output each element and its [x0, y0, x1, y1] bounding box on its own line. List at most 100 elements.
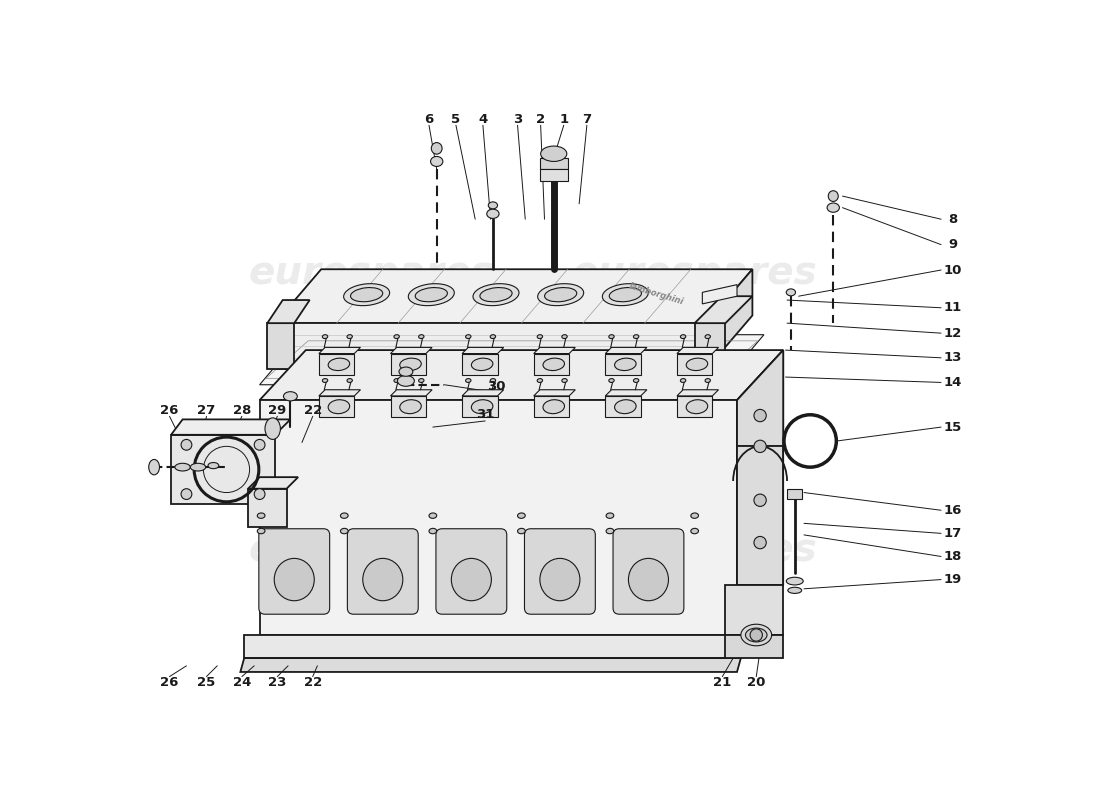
Polygon shape: [319, 396, 354, 418]
Text: eurospares: eurospares: [249, 531, 494, 570]
Text: 16: 16: [944, 504, 961, 517]
Polygon shape: [275, 270, 752, 323]
Ellipse shape: [432, 352, 462, 367]
Ellipse shape: [430, 157, 443, 166]
Polygon shape: [605, 354, 640, 375]
Text: 24: 24: [233, 676, 251, 690]
Text: eurospares: eurospares: [572, 531, 817, 570]
Ellipse shape: [540, 558, 580, 601]
Ellipse shape: [488, 202, 497, 209]
Ellipse shape: [691, 528, 698, 534]
Ellipse shape: [363, 558, 403, 601]
Text: 20: 20: [747, 676, 766, 690]
Ellipse shape: [328, 358, 350, 370]
Ellipse shape: [562, 378, 568, 382]
Polygon shape: [737, 350, 783, 446]
Ellipse shape: [399, 358, 421, 370]
Ellipse shape: [429, 513, 437, 518]
Polygon shape: [390, 396, 426, 418]
Text: 13: 13: [944, 351, 961, 364]
Text: 18: 18: [944, 550, 961, 563]
Ellipse shape: [686, 358, 707, 370]
Ellipse shape: [322, 334, 328, 338]
Ellipse shape: [465, 334, 471, 338]
Circle shape: [750, 629, 762, 641]
Ellipse shape: [265, 418, 280, 439]
Polygon shape: [462, 396, 497, 418]
Ellipse shape: [346, 334, 352, 338]
FancyBboxPatch shape: [258, 529, 330, 614]
Ellipse shape: [257, 513, 265, 518]
Ellipse shape: [634, 334, 639, 338]
Circle shape: [182, 439, 191, 450]
Polygon shape: [695, 296, 752, 323]
Circle shape: [754, 440, 767, 453]
Text: 12: 12: [944, 326, 961, 340]
Ellipse shape: [628, 558, 669, 601]
Ellipse shape: [284, 392, 297, 401]
Ellipse shape: [419, 334, 424, 338]
Polygon shape: [726, 585, 783, 635]
Polygon shape: [676, 354, 713, 375]
Ellipse shape: [394, 334, 399, 338]
Polygon shape: [534, 390, 575, 396]
Polygon shape: [703, 285, 737, 304]
Text: 28: 28: [233, 404, 251, 417]
Polygon shape: [172, 419, 290, 435]
Ellipse shape: [304, 352, 332, 367]
Text: 23: 23: [268, 676, 286, 690]
Polygon shape: [260, 334, 763, 385]
Ellipse shape: [609, 287, 641, 302]
Ellipse shape: [341, 528, 348, 534]
Ellipse shape: [615, 400, 636, 414]
Ellipse shape: [544, 287, 576, 302]
Ellipse shape: [472, 400, 493, 414]
Ellipse shape: [491, 378, 496, 382]
Ellipse shape: [518, 513, 525, 518]
Circle shape: [182, 489, 191, 499]
Polygon shape: [706, 270, 752, 370]
Polygon shape: [244, 635, 741, 658]
Polygon shape: [605, 390, 647, 396]
Polygon shape: [390, 390, 432, 396]
Text: 9: 9: [948, 238, 957, 251]
Ellipse shape: [691, 352, 720, 367]
Ellipse shape: [686, 400, 707, 414]
Polygon shape: [534, 396, 569, 418]
Ellipse shape: [341, 513, 348, 518]
Circle shape: [754, 537, 767, 549]
Polygon shape: [249, 489, 286, 527]
Polygon shape: [737, 446, 783, 585]
Ellipse shape: [741, 624, 772, 646]
Text: 17: 17: [944, 527, 961, 540]
Polygon shape: [676, 390, 718, 396]
Ellipse shape: [419, 378, 424, 382]
Ellipse shape: [399, 400, 421, 414]
Polygon shape: [390, 347, 432, 354]
FancyBboxPatch shape: [613, 529, 684, 614]
Polygon shape: [267, 300, 310, 323]
Ellipse shape: [788, 587, 802, 594]
Polygon shape: [540, 169, 568, 181]
Ellipse shape: [518, 528, 525, 534]
Ellipse shape: [148, 459, 159, 475]
Ellipse shape: [343, 284, 389, 306]
Polygon shape: [676, 396, 713, 418]
Text: 1: 1: [559, 113, 569, 126]
Ellipse shape: [786, 289, 795, 296]
Ellipse shape: [606, 513, 614, 518]
Ellipse shape: [705, 378, 711, 382]
Ellipse shape: [208, 462, 219, 469]
Text: 31: 31: [476, 408, 494, 422]
Ellipse shape: [537, 334, 542, 338]
Ellipse shape: [827, 203, 839, 212]
Polygon shape: [737, 350, 783, 635]
Text: 22: 22: [304, 404, 322, 417]
Text: 25: 25: [197, 676, 216, 690]
Text: 19: 19: [944, 573, 961, 586]
Polygon shape: [319, 390, 361, 396]
Polygon shape: [605, 396, 640, 418]
Text: 15: 15: [944, 421, 961, 434]
Ellipse shape: [465, 378, 471, 382]
Ellipse shape: [399, 367, 412, 376]
